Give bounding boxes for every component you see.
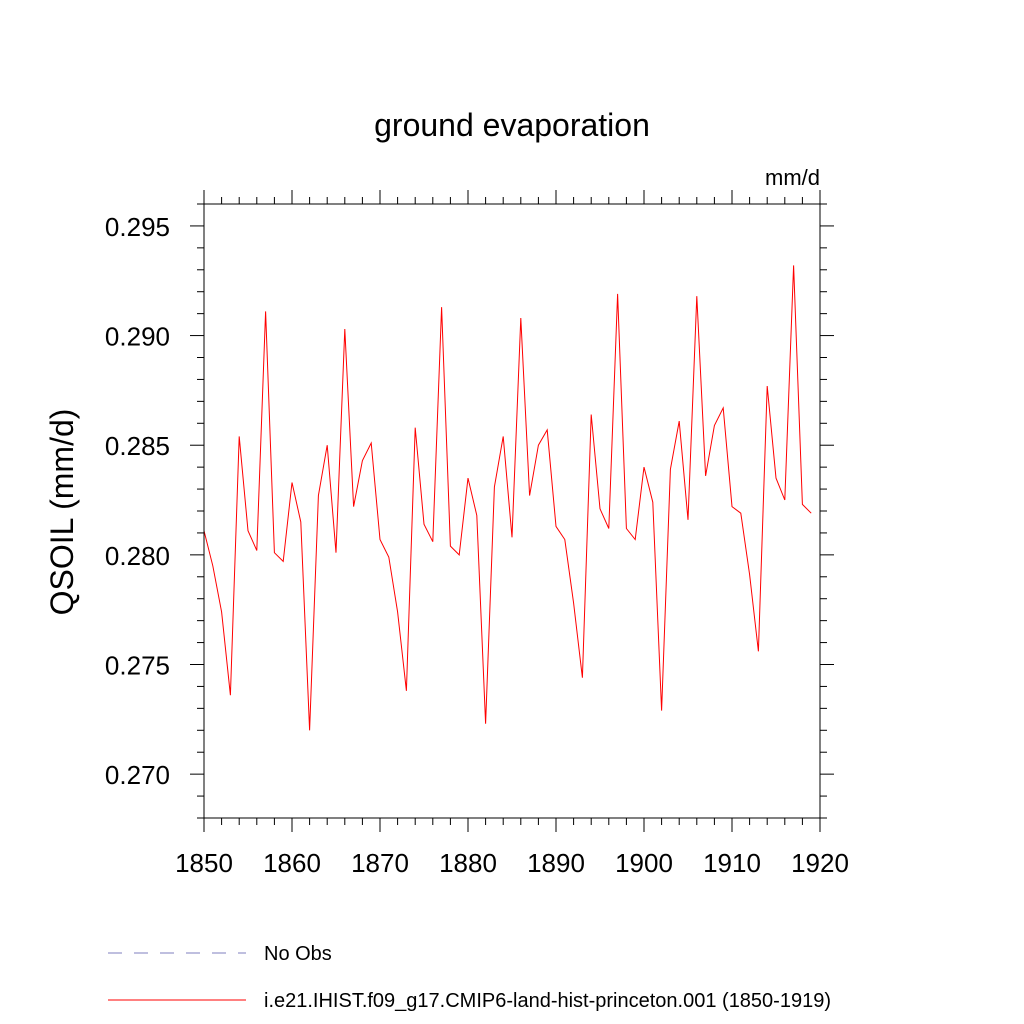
y-tick-label: 0.295: [105, 212, 170, 242]
plot-frame: [203, 203, 821, 819]
legend-label-no-obs: No Obs: [264, 943, 332, 965]
x-tick-label: 1910: [703, 848, 761, 878]
y-axis: 0.270 0.275 0.280 0.285 0.290 0.295: [105, 203, 834, 819]
y-tick-label: 0.275: [105, 651, 170, 681]
x-tick-label: 1870: [351, 848, 409, 878]
y-tick-label: 0.280: [105, 541, 170, 571]
x-tick-label: 1860: [263, 848, 321, 878]
x-axis: 1850 1860 1870 1880 1890 1900 1910 1920: [175, 190, 849, 878]
x-tick-label: 1880: [439, 848, 497, 878]
y-axis-label: QSOIL (mm/d): [44, 409, 80, 616]
legend-label-series: i.e21.IHIST.f09_g17.CMIP6-land-hist-prin…: [264, 990, 831, 1012]
x-tick-label: 1850: [175, 848, 233, 878]
x-tick-label: 1900: [615, 848, 673, 878]
x-tick-label: 1890: [527, 848, 585, 878]
plot-area: [203, 265, 812, 731]
y-tick-label: 0.285: [105, 431, 170, 461]
y-tick-label: 0.290: [105, 322, 170, 352]
x-tick-label: 1920: [791, 848, 849, 878]
chart-title: ground evaporation: [374, 107, 650, 143]
y-tick-label: 0.270: [105, 760, 170, 790]
series-line: [203, 265, 812, 731]
units-label: mm/d: [765, 165, 820, 190]
legend: No Obs i.e21.IHIST.f09_g17.CMIP6-land-hi…: [108, 943, 831, 1012]
